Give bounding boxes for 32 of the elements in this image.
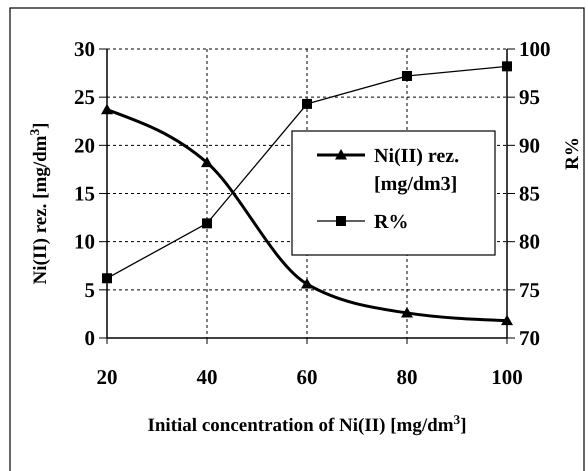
y-tick-label: 0: [84, 326, 95, 350]
legend-label: R%: [374, 211, 408, 233]
x-tick-label: 100: [491, 365, 523, 389]
y2-tick-label: 75: [519, 278, 540, 302]
y-tick-label: 25: [74, 85, 95, 110]
x-tick-label: 60: [296, 365, 318, 389]
y-tick-label: 30: [74, 37, 95, 61]
y2-tick-label: 70: [519, 326, 540, 350]
y2-axis-title: R%: [562, 137, 583, 170]
x-tick-label: 40: [196, 365, 218, 389]
point: [401, 306, 413, 318]
y-tick-label: 20: [74, 133, 95, 158]
legend-label: Ni(II) rez. [mg/dm3]: [374, 145, 460, 195]
y2-tick-label: 90: [519, 133, 540, 158]
y2-tick-label: 85: [519, 182, 540, 206]
point: [502, 61, 512, 72]
point: [302, 98, 312, 109]
point: [301, 278, 313, 289]
y-tick-label: 15: [74, 182, 95, 206]
y2-tick-label: 80: [519, 230, 540, 254]
point: [202, 218, 212, 228]
point: [201, 156, 213, 168]
point: [102, 273, 112, 284]
x-axis-title: Initial concentration of Ni(II) [mg/dm$^{3}$]: [147, 412, 467, 436]
y2-tick-label: 95: [519, 85, 540, 110]
y2-tick-label: 100: [519, 37, 550, 61]
y-tick-label: 10: [74, 230, 95, 254]
x-tick-label: 80: [396, 365, 418, 389]
point: [402, 70, 412, 81]
point: [501, 314, 513, 326]
y-tick-label: 5: [84, 278, 95, 302]
point: [101, 104, 113, 114]
